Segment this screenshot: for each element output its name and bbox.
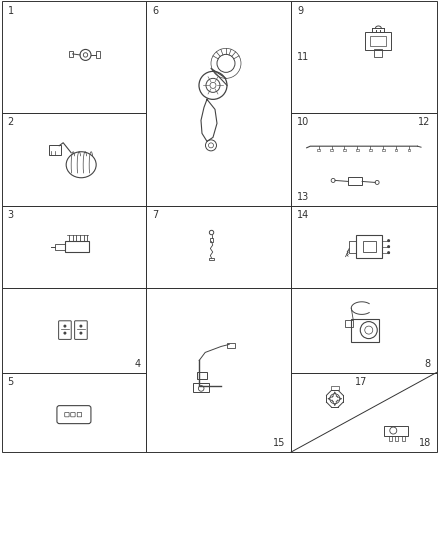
Text: 18: 18 xyxy=(419,438,431,448)
Text: 17: 17 xyxy=(355,376,367,386)
Bar xyxy=(395,149,398,151)
Bar xyxy=(1,113,146,206)
Bar xyxy=(402,435,405,441)
Bar xyxy=(369,149,371,151)
Bar xyxy=(384,425,408,435)
Bar xyxy=(365,33,392,51)
Bar xyxy=(68,51,73,58)
Bar xyxy=(343,149,346,151)
Bar xyxy=(227,343,235,349)
Bar xyxy=(356,235,381,258)
Text: 8: 8 xyxy=(424,359,431,368)
Bar xyxy=(408,149,410,151)
Circle shape xyxy=(64,325,66,327)
Bar xyxy=(374,50,382,58)
Bar xyxy=(1,2,146,113)
Bar xyxy=(291,2,437,113)
Text: 13: 13 xyxy=(297,191,310,201)
Bar xyxy=(331,386,339,390)
Bar xyxy=(146,206,291,288)
Bar xyxy=(345,320,353,327)
Bar xyxy=(291,206,437,288)
Bar xyxy=(291,113,437,206)
Bar xyxy=(193,383,209,392)
Bar xyxy=(351,319,379,342)
Bar xyxy=(210,238,213,241)
Text: 2: 2 xyxy=(7,117,14,127)
Bar xyxy=(356,149,359,151)
Bar xyxy=(1,373,146,452)
Text: 1: 1 xyxy=(7,5,14,15)
Text: 14: 14 xyxy=(297,209,310,220)
Circle shape xyxy=(388,252,389,253)
Bar xyxy=(95,51,100,59)
Bar xyxy=(291,288,437,373)
Text: 12: 12 xyxy=(418,117,431,127)
Bar xyxy=(348,177,362,185)
Text: 7: 7 xyxy=(152,209,159,220)
Bar xyxy=(146,2,291,206)
Bar xyxy=(291,373,437,452)
Text: 15: 15 xyxy=(273,438,285,448)
Circle shape xyxy=(388,240,389,241)
Bar xyxy=(317,149,320,151)
Bar xyxy=(197,373,207,379)
Bar xyxy=(49,145,61,155)
Bar xyxy=(55,244,65,249)
Bar xyxy=(65,241,89,252)
Bar xyxy=(382,149,385,151)
Text: 9: 9 xyxy=(297,5,304,15)
Bar xyxy=(389,435,392,441)
Bar xyxy=(1,288,146,373)
Text: 3: 3 xyxy=(7,209,14,220)
Text: 4: 4 xyxy=(134,359,140,368)
Bar xyxy=(371,36,386,46)
Bar xyxy=(330,149,333,151)
Text: 6: 6 xyxy=(152,5,159,15)
Text: 5: 5 xyxy=(7,376,14,386)
Bar xyxy=(209,258,214,260)
Bar xyxy=(146,288,291,452)
Text: 11: 11 xyxy=(297,52,310,62)
Circle shape xyxy=(388,246,389,247)
Bar xyxy=(395,435,398,441)
Circle shape xyxy=(80,325,82,327)
Text: 10: 10 xyxy=(297,117,310,127)
Circle shape xyxy=(64,332,66,334)
Circle shape xyxy=(80,332,82,334)
Bar xyxy=(363,241,376,252)
Bar xyxy=(1,206,146,288)
